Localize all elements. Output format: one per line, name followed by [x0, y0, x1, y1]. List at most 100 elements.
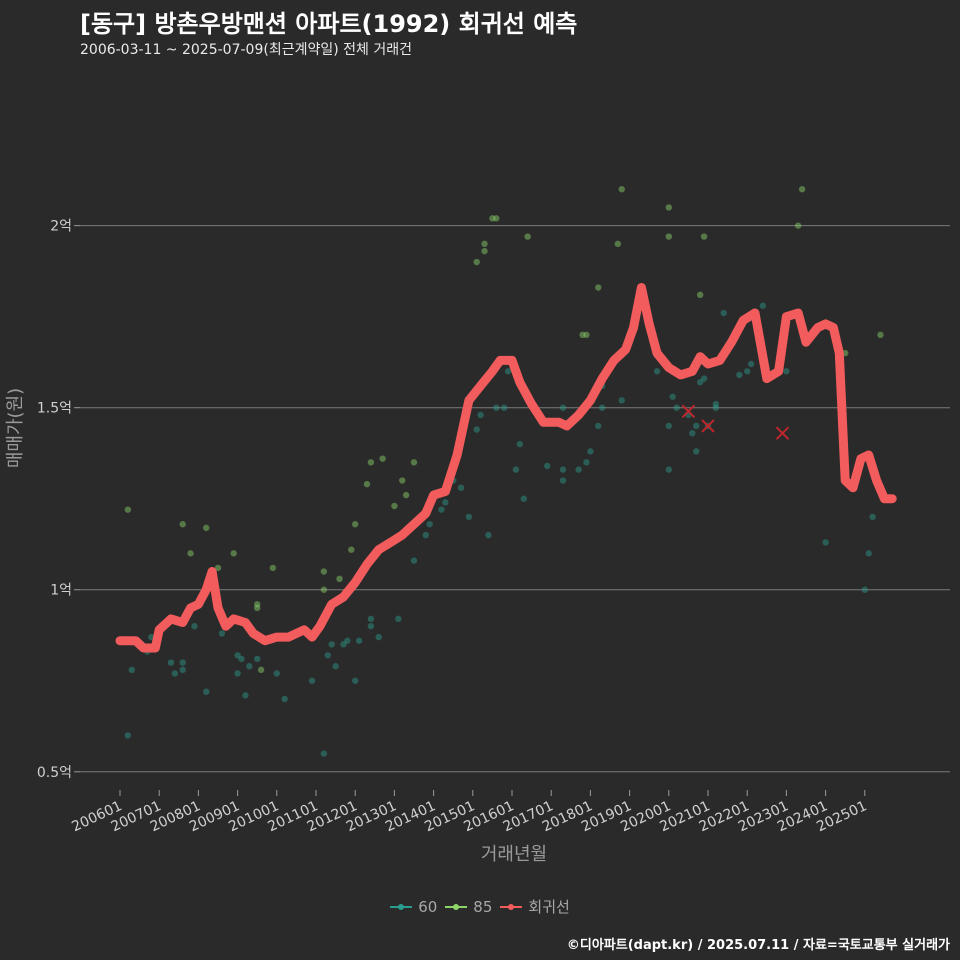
data-point-60 — [375, 633, 382, 641]
data-point-60 — [234, 670, 241, 677]
data-point-60 — [203, 688, 210, 695]
data-point-85 — [798, 186, 806, 193]
data-point-85 — [214, 564, 222, 572]
data-point-60 — [352, 677, 359, 684]
data-point-60 — [473, 426, 480, 433]
data-point-85 — [254, 604, 261, 612]
data-point-60 — [869, 513, 876, 521]
data-point-60 — [598, 404, 606, 411]
legend: 60 85 회귀선 — [0, 896, 960, 917]
data-point-60 — [457, 484, 465, 491]
data-point-60 — [512, 466, 520, 473]
data-point-60 — [736, 371, 743, 379]
data-point-85 — [320, 568, 328, 575]
data-point-85 — [665, 204, 672, 211]
data-point-85 — [391, 502, 398, 510]
data-point-85 — [481, 247, 488, 255]
data-point-60 — [493, 404, 500, 411]
data-point-60 — [367, 615, 375, 623]
data-point-60 — [355, 637, 363, 644]
prediction-marker — [681, 404, 696, 419]
data-point-85 — [595, 284, 602, 291]
data-point-60 — [822, 539, 829, 546]
data-point-60 — [238, 655, 245, 663]
data-point-60 — [367, 622, 375, 630]
chart-title: [동구] 방촌우방맨션 아파트(1992) 회귀선 예측 — [80, 10, 578, 38]
data-point-85 — [348, 546, 355, 553]
data-point-60 — [410, 557, 418, 564]
data-point-60 — [583, 459, 590, 466]
data-point-60 — [320, 750, 328, 757]
data-point-60 — [179, 666, 186, 674]
data-point-60 — [865, 550, 872, 557]
data-point-60 — [438, 506, 445, 513]
data-point-60 — [559, 477, 567, 484]
data-point-60 — [273, 670, 280, 677]
data-point-60 — [559, 404, 567, 411]
prediction-marker — [775, 426, 790, 440]
data-point-60 — [167, 659, 175, 666]
y-tick-label: 2억 — [50, 219, 72, 235]
data-point-60 — [191, 622, 198, 630]
data-point-85 — [320, 586, 328, 593]
data-point-85 — [336, 575, 343, 583]
y-tick-label: 1억 — [50, 583, 72, 599]
data-point-85 — [367, 459, 375, 466]
data-point-60 — [395, 615, 402, 623]
data-point-60 — [281, 695, 288, 703]
data-point-60 — [242, 692, 249, 699]
prediction-marker — [701, 419, 715, 433]
data-point-60 — [744, 368, 751, 375]
data-point-85 — [179, 521, 186, 528]
scatter-points — [124, 186, 884, 757]
data-point-85 — [614, 240, 622, 248]
data-point-60 — [477, 411, 484, 419]
data-point-85 — [665, 233, 672, 240]
data-point-85 — [399, 477, 406, 484]
data-point-85 — [402, 491, 410, 499]
data-point-60 — [485, 531, 492, 539]
data-point-85 — [618, 186, 625, 193]
data-point-85 — [410, 459, 418, 466]
data-point-60 — [861, 586, 868, 593]
data-point-85 — [124, 506, 132, 513]
regression-line-group — [115, 283, 897, 653]
data-point-85 — [257, 666, 265, 674]
data-point-60 — [500, 404, 508, 411]
gridlines — [80, 225, 950, 773]
data-point-85 — [696, 291, 704, 299]
data-point-60 — [324, 652, 331, 659]
legend-key-icon — [500, 901, 523, 913]
data-point-85 — [489, 215, 496, 222]
legend-label: 회귀선 — [528, 898, 570, 916]
data-point-60 — [328, 641, 335, 648]
data-point-60 — [218, 630, 226, 637]
y-tick-label: 1.5억 — [37, 401, 72, 417]
data-point-60 — [712, 400, 720, 408]
data-point-60 — [516, 440, 524, 448]
data-point-60 — [747, 360, 755, 368]
data-point-60 — [618, 397, 625, 404]
data-point-60 — [332, 663, 339, 670]
data-point-60 — [426, 521, 433, 528]
data-point-60 — [254, 655, 261, 663]
data-point-60 — [344, 637, 351, 644]
data-point-60 — [308, 677, 316, 684]
data-point-85 — [579, 331, 586, 339]
data-point-60 — [520, 495, 527, 502]
data-point-60 — [544, 462, 551, 470]
data-point-60 — [669, 393, 676, 400]
data-point-60 — [587, 448, 594, 455]
prediction-markers — [681, 404, 790, 440]
regression-line — [115, 283, 897, 653]
legend-item-0: 60 — [390, 898, 437, 916]
data-point-60 — [422, 531, 429, 539]
data-point-85 — [493, 215, 500, 222]
data-point-60 — [720, 309, 727, 317]
data-point-85 — [700, 233, 708, 240]
data-point-85 — [187, 550, 194, 557]
legend-key-icon — [445, 901, 468, 913]
data-point-60 — [665, 466, 672, 473]
legend-item-1: 85 — [445, 898, 492, 916]
data-point-60 — [340, 641, 347, 648]
